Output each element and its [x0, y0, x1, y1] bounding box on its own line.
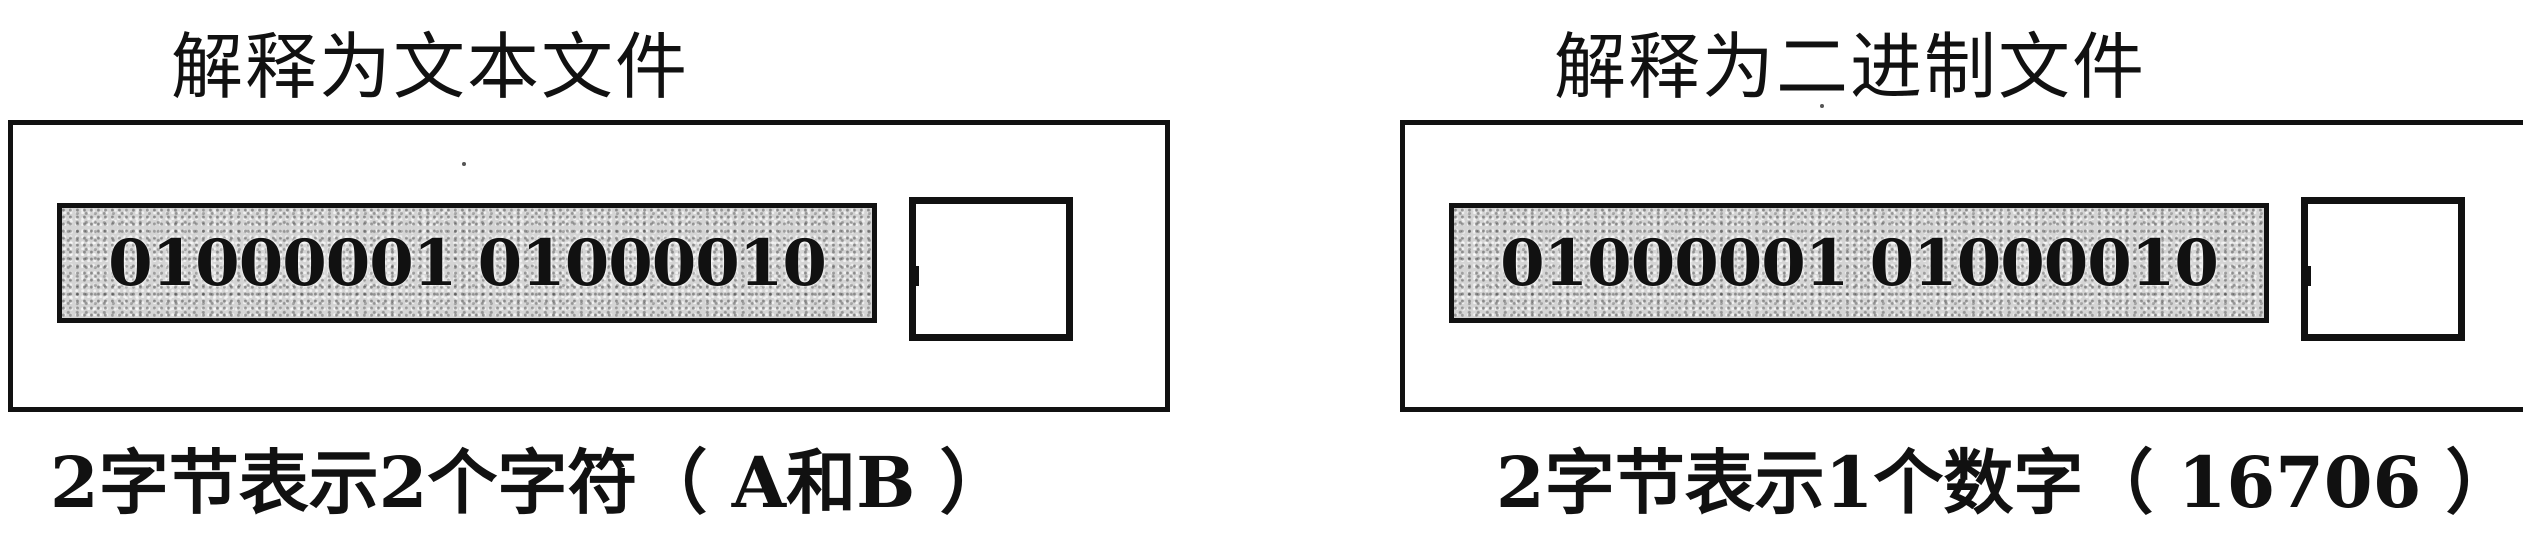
speck — [462, 162, 466, 166]
binary-file-caption: 2字节表示1个数字（ 16706 ） — [1496, 441, 2516, 524]
speck — [1820, 104, 1824, 108]
text-file-title: 解释为文本文件 — [170, 25, 689, 109]
text-file-empty-box — [909, 197, 1073, 341]
box-tick-mark — [909, 266, 919, 286]
binary-file-bits-box: 01000001 01000010 — [1449, 203, 2269, 323]
binary-file-frame: 01000001 01000010 — [1400, 120, 2523, 412]
binary-file-panel: 解释为二进制文件 01000001 01000010 2字节表示1个数字（ 16… — [1400, 0, 2523, 549]
binary-file-bits: 01000001 01000010 — [1500, 225, 2219, 301]
text-file-bits-box: 01000001 01000010 — [57, 203, 877, 323]
text-file-caption: 2字节表示2个字符（ A和B ） — [50, 441, 1010, 524]
text-file-bits: 01000001 01000010 — [108, 225, 827, 301]
binary-file-empty-box — [2301, 197, 2465, 341]
text-file-panel: 解释为文本文件 01000001 01000010 2字节表示2个字符（ A和B… — [0, 0, 1180, 549]
box-tick-mark — [2301, 266, 2311, 286]
text-file-frame: 01000001 01000010 — [8, 120, 1170, 412]
binary-file-title: 解释为二进制文件 — [1553, 25, 2146, 109]
